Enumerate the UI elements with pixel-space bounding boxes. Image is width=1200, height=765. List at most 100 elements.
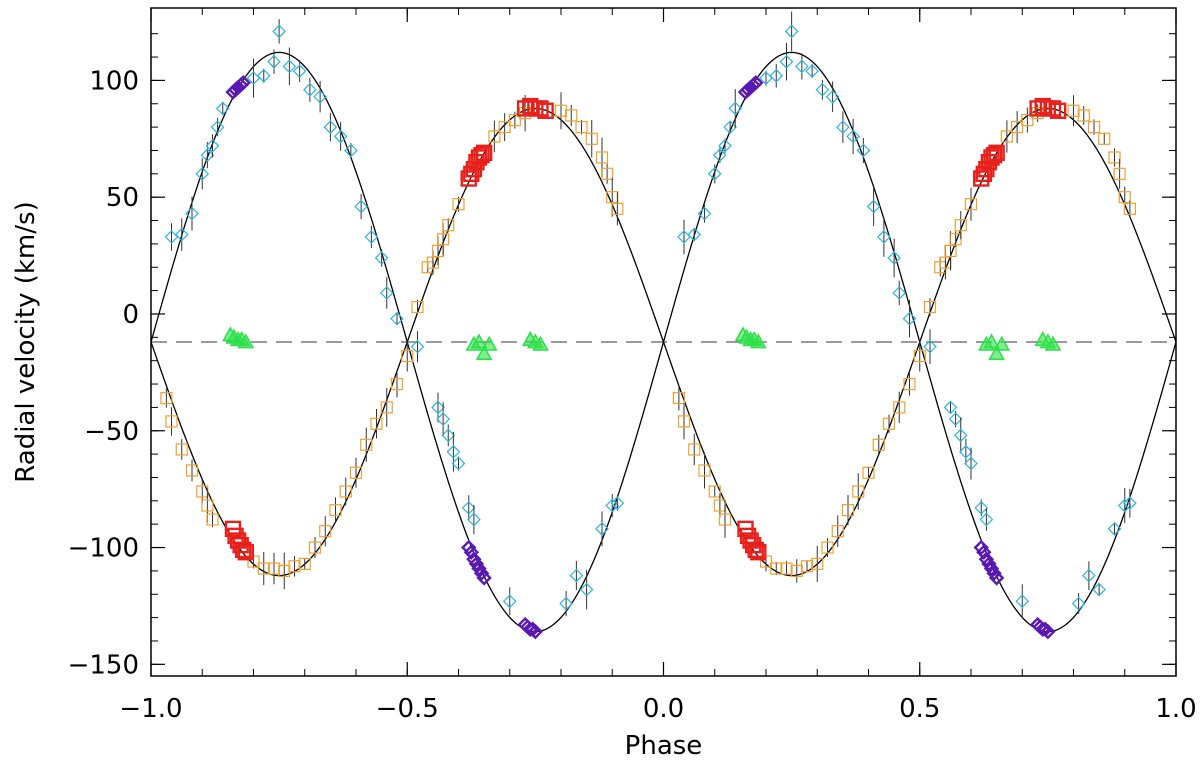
cyan-diamond-point xyxy=(436,412,450,426)
cyan-diamond-point xyxy=(892,286,907,300)
green-triangle-point xyxy=(993,335,1011,351)
cyan-diamond-point xyxy=(836,120,850,134)
red-square-point xyxy=(463,165,480,183)
purple-diamond-point xyxy=(461,539,477,556)
purple-diamond-point xyxy=(988,570,1005,586)
purple-diamond-point xyxy=(473,565,490,581)
orange-square-point xyxy=(944,244,957,258)
red-square-point xyxy=(1044,100,1062,117)
cyan-diamond-point xyxy=(779,54,794,69)
cyan-diamond-point xyxy=(769,68,784,83)
orange-square-point xyxy=(390,377,404,391)
orange-square-point xyxy=(893,401,906,414)
orange-square-point xyxy=(821,541,834,554)
y-axis-label: Radial velocity (km/s) xyxy=(11,201,41,482)
orange-square-point xyxy=(339,485,352,498)
orange-square-point xyxy=(1067,104,1080,117)
purple-diamond-point xyxy=(468,556,485,572)
model-curve-secondary xyxy=(150,107,1177,577)
cyan-diamond-point xyxy=(215,101,230,116)
cyan-diamond-point xyxy=(1015,594,1030,609)
cyan-diamond-point xyxy=(579,582,594,597)
orange-square-point xyxy=(498,121,511,134)
cyan-diamond-point xyxy=(390,311,404,326)
red-square-point xyxy=(985,146,1003,164)
cyan-diamond-point xyxy=(974,500,989,515)
red-square-point xyxy=(473,146,490,164)
orange-square-point xyxy=(770,562,783,575)
orange-square-point xyxy=(841,504,855,517)
orange-square-point xyxy=(882,417,896,430)
purple-diamond-point xyxy=(973,539,989,556)
x-tick-label: 0.0 xyxy=(643,694,684,724)
y-tick-label: −150 xyxy=(68,650,139,680)
orange-square-point xyxy=(611,202,624,215)
x-axis-label: Phase xyxy=(625,731,703,761)
red-square-point xyxy=(1034,97,1051,115)
data-points-layer xyxy=(160,11,1137,640)
cyan-diamond-point xyxy=(728,101,743,116)
cyan-diamond-point xyxy=(354,199,368,214)
cyan-diamond-point xyxy=(923,339,937,354)
y-tick-label: 50 xyxy=(106,183,139,213)
cyan-diamond-point xyxy=(461,500,476,515)
orange-square-point xyxy=(206,513,219,526)
purple-diamond-point xyxy=(983,560,1000,577)
cyan-diamond-point xyxy=(959,444,973,459)
orange-square-point xyxy=(964,198,978,211)
orange-square-point xyxy=(790,564,803,577)
orange-square-point xyxy=(257,562,270,575)
red-square-point xyxy=(988,144,1005,162)
red-square-point xyxy=(750,544,767,561)
red-square-point xyxy=(470,149,488,166)
purple-diamond-point xyxy=(976,544,992,560)
red-square-point xyxy=(516,100,534,117)
cyan-diamond-point xyxy=(174,227,189,242)
cyan-diamond-point xyxy=(943,400,958,415)
cyan-diamond-point xyxy=(1071,596,1086,611)
orange-square-point xyxy=(862,466,875,479)
cyan-diamond-point xyxy=(195,166,210,181)
orange-square-point xyxy=(488,130,501,143)
orange-square-point xyxy=(1108,151,1121,164)
orange-square-point xyxy=(672,391,685,405)
cyan-diamond-point xyxy=(805,64,819,78)
cyan-diamond-point xyxy=(979,512,994,527)
cyan-diamond-point xyxy=(431,400,445,415)
orange-square-point xyxy=(1123,202,1136,215)
x-tick-label: −0.5 xyxy=(376,694,439,724)
cyan-diamond-point xyxy=(272,24,286,39)
orange-square-point xyxy=(565,109,578,122)
cyan-diamond-point xyxy=(948,412,963,426)
axes-layer: −1.0 −0.5 0.0 0.5 1.0 −150 −100 −50 0 50 100 xyxy=(68,8,1197,724)
orange-square-point xyxy=(1118,191,1131,204)
orange-square-point xyxy=(677,415,691,428)
cyan-diamond-point xyxy=(364,230,379,244)
cyan-diamond-point xyxy=(953,428,968,443)
orange-square-point xyxy=(1011,121,1024,134)
orange-square-point xyxy=(329,504,342,517)
purple-diamond-point xyxy=(527,623,544,640)
cyan-diamond-point xyxy=(323,120,338,134)
green-triangle-point xyxy=(475,345,493,361)
cyan-diamond-point xyxy=(713,148,727,162)
orange-square-point xyxy=(319,525,332,538)
orange-square-point xyxy=(349,466,363,479)
orange-square-point xyxy=(1113,167,1126,180)
orange-square-point xyxy=(585,132,598,145)
cyan-diamond-point xyxy=(610,496,625,511)
cyan-diamond-point xyxy=(1123,496,1137,511)
orange-square-point xyxy=(954,219,967,232)
red-square-point xyxy=(1049,102,1067,119)
orange-square-point xyxy=(1000,130,1013,143)
purple-diamond-point xyxy=(463,544,480,560)
purple-diamond-point xyxy=(978,551,995,567)
orange-square-point xyxy=(718,513,732,526)
cyan-diamond-point xyxy=(379,286,394,300)
orange-square-point xyxy=(201,499,214,512)
model-curves-layer xyxy=(150,51,1177,633)
red-square-point xyxy=(975,165,993,183)
orange-square-point xyxy=(913,349,926,363)
